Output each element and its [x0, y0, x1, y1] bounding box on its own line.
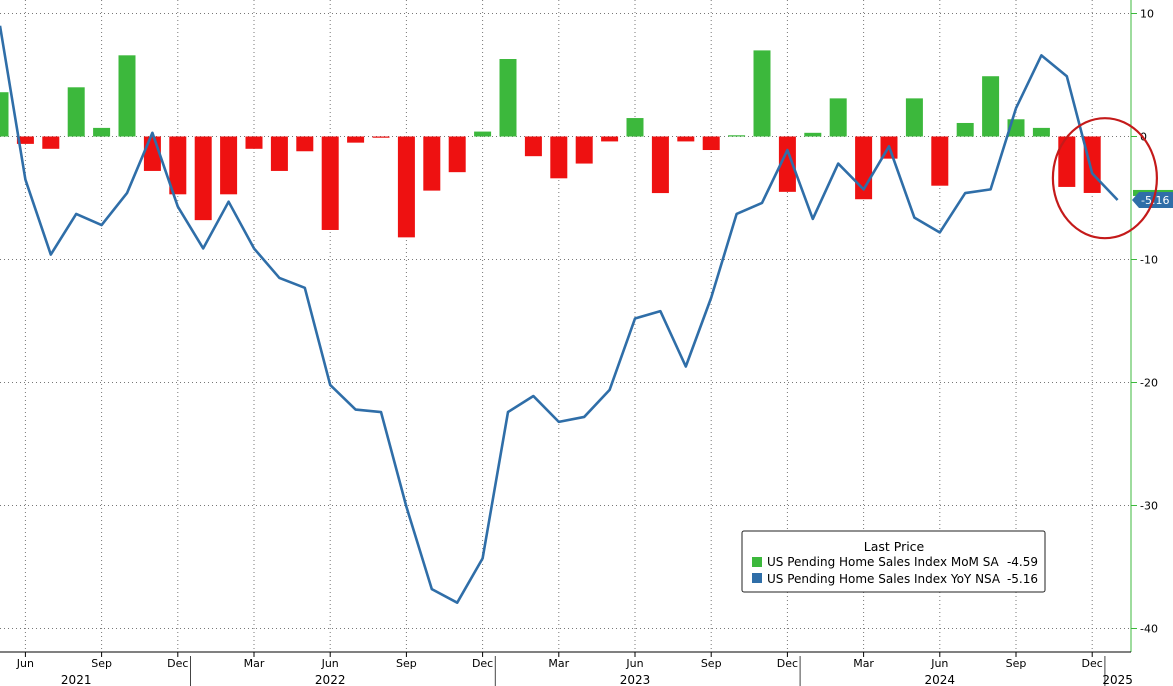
bar-mom [677, 136, 695, 142]
bar-mom [905, 98, 923, 137]
bar-mom [982, 76, 1000, 137]
bar-mom [270, 136, 288, 171]
x-tick-label: Sep [91, 657, 112, 670]
bar-mom [956, 122, 974, 137]
x-tick-label: Sep [396, 657, 417, 670]
legend-label-yoy: US Pending Home Sales Index YoY NSA [767, 572, 1001, 586]
legend-swatch-mom [752, 557, 762, 567]
bar-mom [42, 136, 60, 149]
grid [0, 0, 1131, 652]
x-tick-label: Jun [16, 657, 34, 670]
annotations [1051, 117, 1159, 240]
bar-mom [0, 92, 9, 137]
bar-mom [296, 136, 314, 152]
bar-mom [118, 55, 136, 137]
legend: Last Price US Pending Home Sales Index M… [741, 530, 1046, 593]
x-year-label: 2021 [61, 673, 92, 686]
legend-box [741, 530, 1046, 593]
y-tick-label: -10 [1140, 254, 1158, 267]
bar-mom [931, 136, 949, 186]
x-tick-label: Jun [321, 657, 339, 670]
bar-mom [1083, 136, 1101, 193]
x-tick-label: Dec [777, 657, 798, 670]
mom-bars [0, 50, 1101, 238]
bar-mom [93, 127, 111, 137]
x-tick-label: Sep [701, 657, 722, 670]
bar-mom [194, 136, 212, 221]
x-tick-label: Mar [853, 657, 874, 670]
bar-mom [829, 98, 847, 137]
y-tick-label: -40 [1140, 623, 1158, 636]
bar-mom [753, 50, 771, 137]
last-value-label-yoy: -5.16 [1141, 194, 1169, 207]
legend-swatch-yoy [752, 573, 762, 583]
bar-mom [651, 136, 669, 194]
bar-mom [448, 136, 466, 173]
x-tick-label: Jun [625, 657, 643, 670]
bar-mom [524, 136, 542, 157]
bar-mom [321, 136, 339, 230]
yoy-line [0, 25, 1119, 604]
legend-label-mom: US Pending Home Sales Index MoM SA [767, 555, 1000, 569]
x-tick-label: Sep [1006, 657, 1027, 670]
bar-mom [702, 136, 720, 151]
bar-mom [474, 131, 492, 137]
bar-mom [778, 136, 796, 192]
bar-mom [728, 135, 746, 137]
x-year-label: 2023 [620, 673, 651, 686]
bar-mom [1032, 127, 1050, 137]
x-tick-label: Mar [548, 657, 569, 670]
bar-mom [220, 136, 238, 195]
bar-mom [550, 136, 568, 179]
legend-value-yoy: -5.16 [1007, 572, 1038, 586]
y-tick-label: 10 [1140, 8, 1154, 21]
line-yoy [0, 25, 1119, 604]
bar-mom [601, 136, 619, 142]
x-tick-label: Dec [472, 657, 493, 670]
bar-mom [499, 59, 517, 137]
y-tick-label: -30 [1140, 500, 1158, 513]
legend-value-mom: -4.59 [1007, 555, 1038, 569]
bar-mom [67, 87, 85, 137]
bar-mom [626, 118, 644, 137]
bar-mom [397, 136, 415, 238]
x-year-label: 2022 [315, 673, 346, 686]
bar-mom [169, 136, 187, 195]
y-tick-label: -20 [1140, 377, 1158, 390]
bar-mom [1058, 136, 1076, 187]
bar-mom [245, 136, 263, 149]
x-year-label: 2025 [1102, 673, 1133, 686]
bar-mom [423, 136, 441, 191]
x-tick-label: Dec [167, 657, 188, 670]
bar-mom [16, 136, 34, 144]
annotation-circle [1051, 117, 1159, 240]
x-tick-label: Jun [930, 657, 948, 670]
x-tick-label: Mar [244, 657, 265, 670]
x-tick-label: Dec [1082, 657, 1103, 670]
bar-mom [575, 136, 593, 164]
legend-title: Last Price [864, 539, 925, 554]
bar-mom [804, 132, 822, 137]
bar-mom [372, 136, 390, 138]
x-year-label: 2024 [925, 673, 956, 686]
bar-mom [347, 136, 365, 143]
